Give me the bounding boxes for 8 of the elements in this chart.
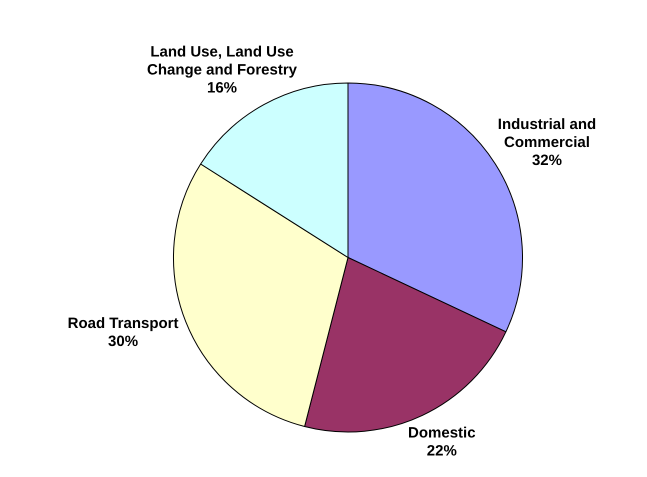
data-label: 16% bbox=[207, 80, 238, 97]
data-label: 30% bbox=[108, 332, 138, 350]
slice-label: Industrial and Commercial bbox=[498, 116, 596, 152]
slice-label: Road Transport bbox=[68, 314, 178, 332]
data-label: 22% bbox=[426, 442, 457, 460]
slice-label: Domestic bbox=[408, 424, 476, 442]
slice-label: Land Use, Land Use Change and Forestry bbox=[147, 44, 298, 79]
data-label: 32% bbox=[532, 152, 562, 170]
